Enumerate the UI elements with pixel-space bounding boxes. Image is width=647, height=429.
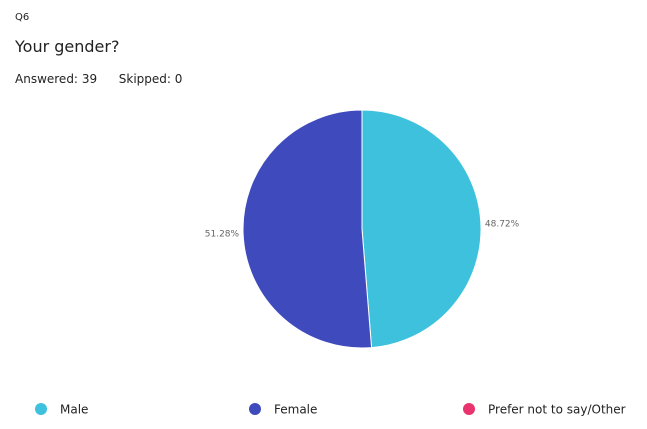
skipped-label: Skipped: — [118, 72, 171, 86]
slice-label: 51.28% — [205, 229, 240, 239]
legend-label: Male — [60, 403, 88, 417]
response-stats: Answered: 39 Skipped: 0 — [15, 72, 182, 86]
answered-label: Answered: — [15, 72, 78, 86]
legend-label: Prefer not to say/Other — [488, 403, 626, 417]
pie-slice — [361, 109, 482, 349]
pie-slice — [242, 109, 373, 349]
legend-label: Female — [274, 403, 317, 417]
question-number: Q6 — [15, 12, 30, 23]
legend-marker — [463, 403, 475, 415]
legend-marker — [35, 403, 47, 415]
question-title: Your gender? — [15, 37, 120, 56]
skipped-count: 0 — [174, 72, 183, 86]
answered-count: 39 — [81, 72, 98, 86]
legend-marker — [249, 403, 261, 415]
slice-label: 48.72% — [485, 220, 520, 230]
